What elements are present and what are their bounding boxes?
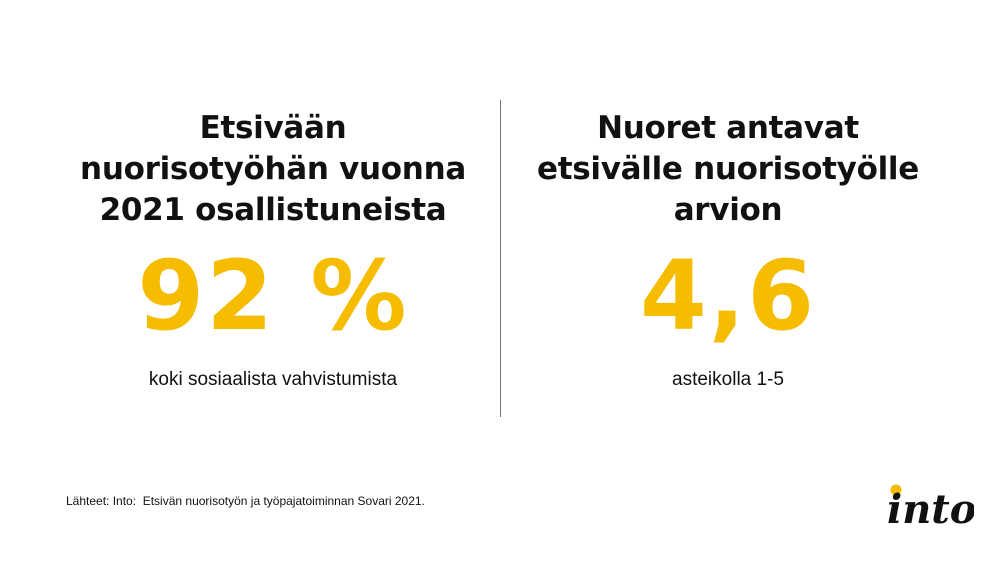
right-stat-caption: asteikolla 1-5 <box>672 369 784 390</box>
into-logo-text: into <box>887 486 974 533</box>
left-stat-value: 92 % <box>137 240 409 352</box>
column-divider <box>500 100 501 417</box>
left-stat-block: Etsivään nuorisotyöhän vuonna 2021 osall… <box>73 108 473 392</box>
right-stat-heading: Nuoret antavat etsivälle nuorisotyölle a… <box>537 110 919 228</box>
source-note: Lähteet: Into: Etsivän nuorisotyön ja ty… <box>66 494 425 508</box>
left-stat-heading: Etsivään nuorisotyöhän vuonna 2021 osall… <box>80 110 466 228</box>
into-logo-icon: into <box>887 484 974 533</box>
into-logo: into <box>884 478 974 538</box>
right-stat-value: 4,6 <box>639 240 817 352</box>
right-stat-block: Nuoret antavat etsivälle nuorisotyölle a… <box>528 108 928 392</box>
left-stat-caption: koki sosiaalista vahvistumista <box>148 369 398 390</box>
